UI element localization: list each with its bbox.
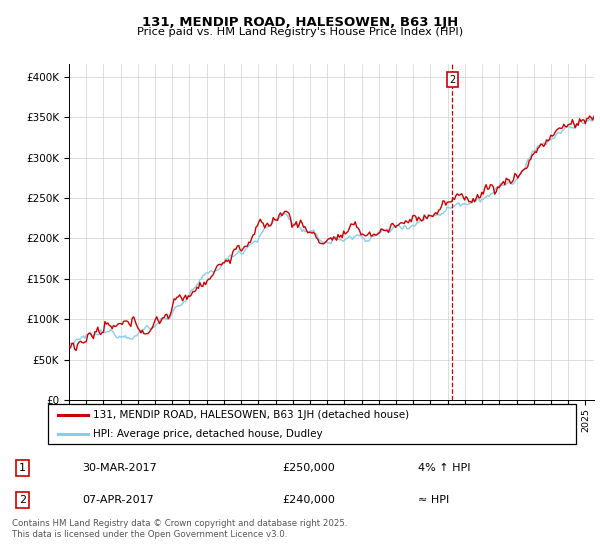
Text: HPI: Average price, detached house, Dudley: HPI: Average price, detached house, Dudl… [93, 429, 323, 439]
Text: 07-APR-2017: 07-APR-2017 [82, 494, 154, 505]
Text: 131, MENDIP ROAD, HALESOWEN, B63 1JH (detached house): 131, MENDIP ROAD, HALESOWEN, B63 1JH (de… [93, 410, 409, 420]
Text: £250,000: £250,000 [283, 463, 335, 473]
Text: £240,000: £240,000 [283, 494, 335, 505]
Text: 4% ↑ HPI: 4% ↑ HPI [418, 463, 470, 473]
Text: Contains HM Land Registry data © Crown copyright and database right 2025.
This d: Contains HM Land Registry data © Crown c… [12, 519, 347, 539]
Text: ≈ HPI: ≈ HPI [418, 494, 449, 505]
Text: 2: 2 [449, 75, 455, 85]
Text: 1: 1 [19, 463, 26, 473]
Text: 131, MENDIP ROAD, HALESOWEN, B63 1JH: 131, MENDIP ROAD, HALESOWEN, B63 1JH [142, 16, 458, 29]
Text: Price paid vs. HM Land Registry's House Price Index (HPI): Price paid vs. HM Land Registry's House … [137, 27, 463, 37]
Text: 2: 2 [19, 494, 26, 505]
Text: 30-MAR-2017: 30-MAR-2017 [82, 463, 157, 473]
